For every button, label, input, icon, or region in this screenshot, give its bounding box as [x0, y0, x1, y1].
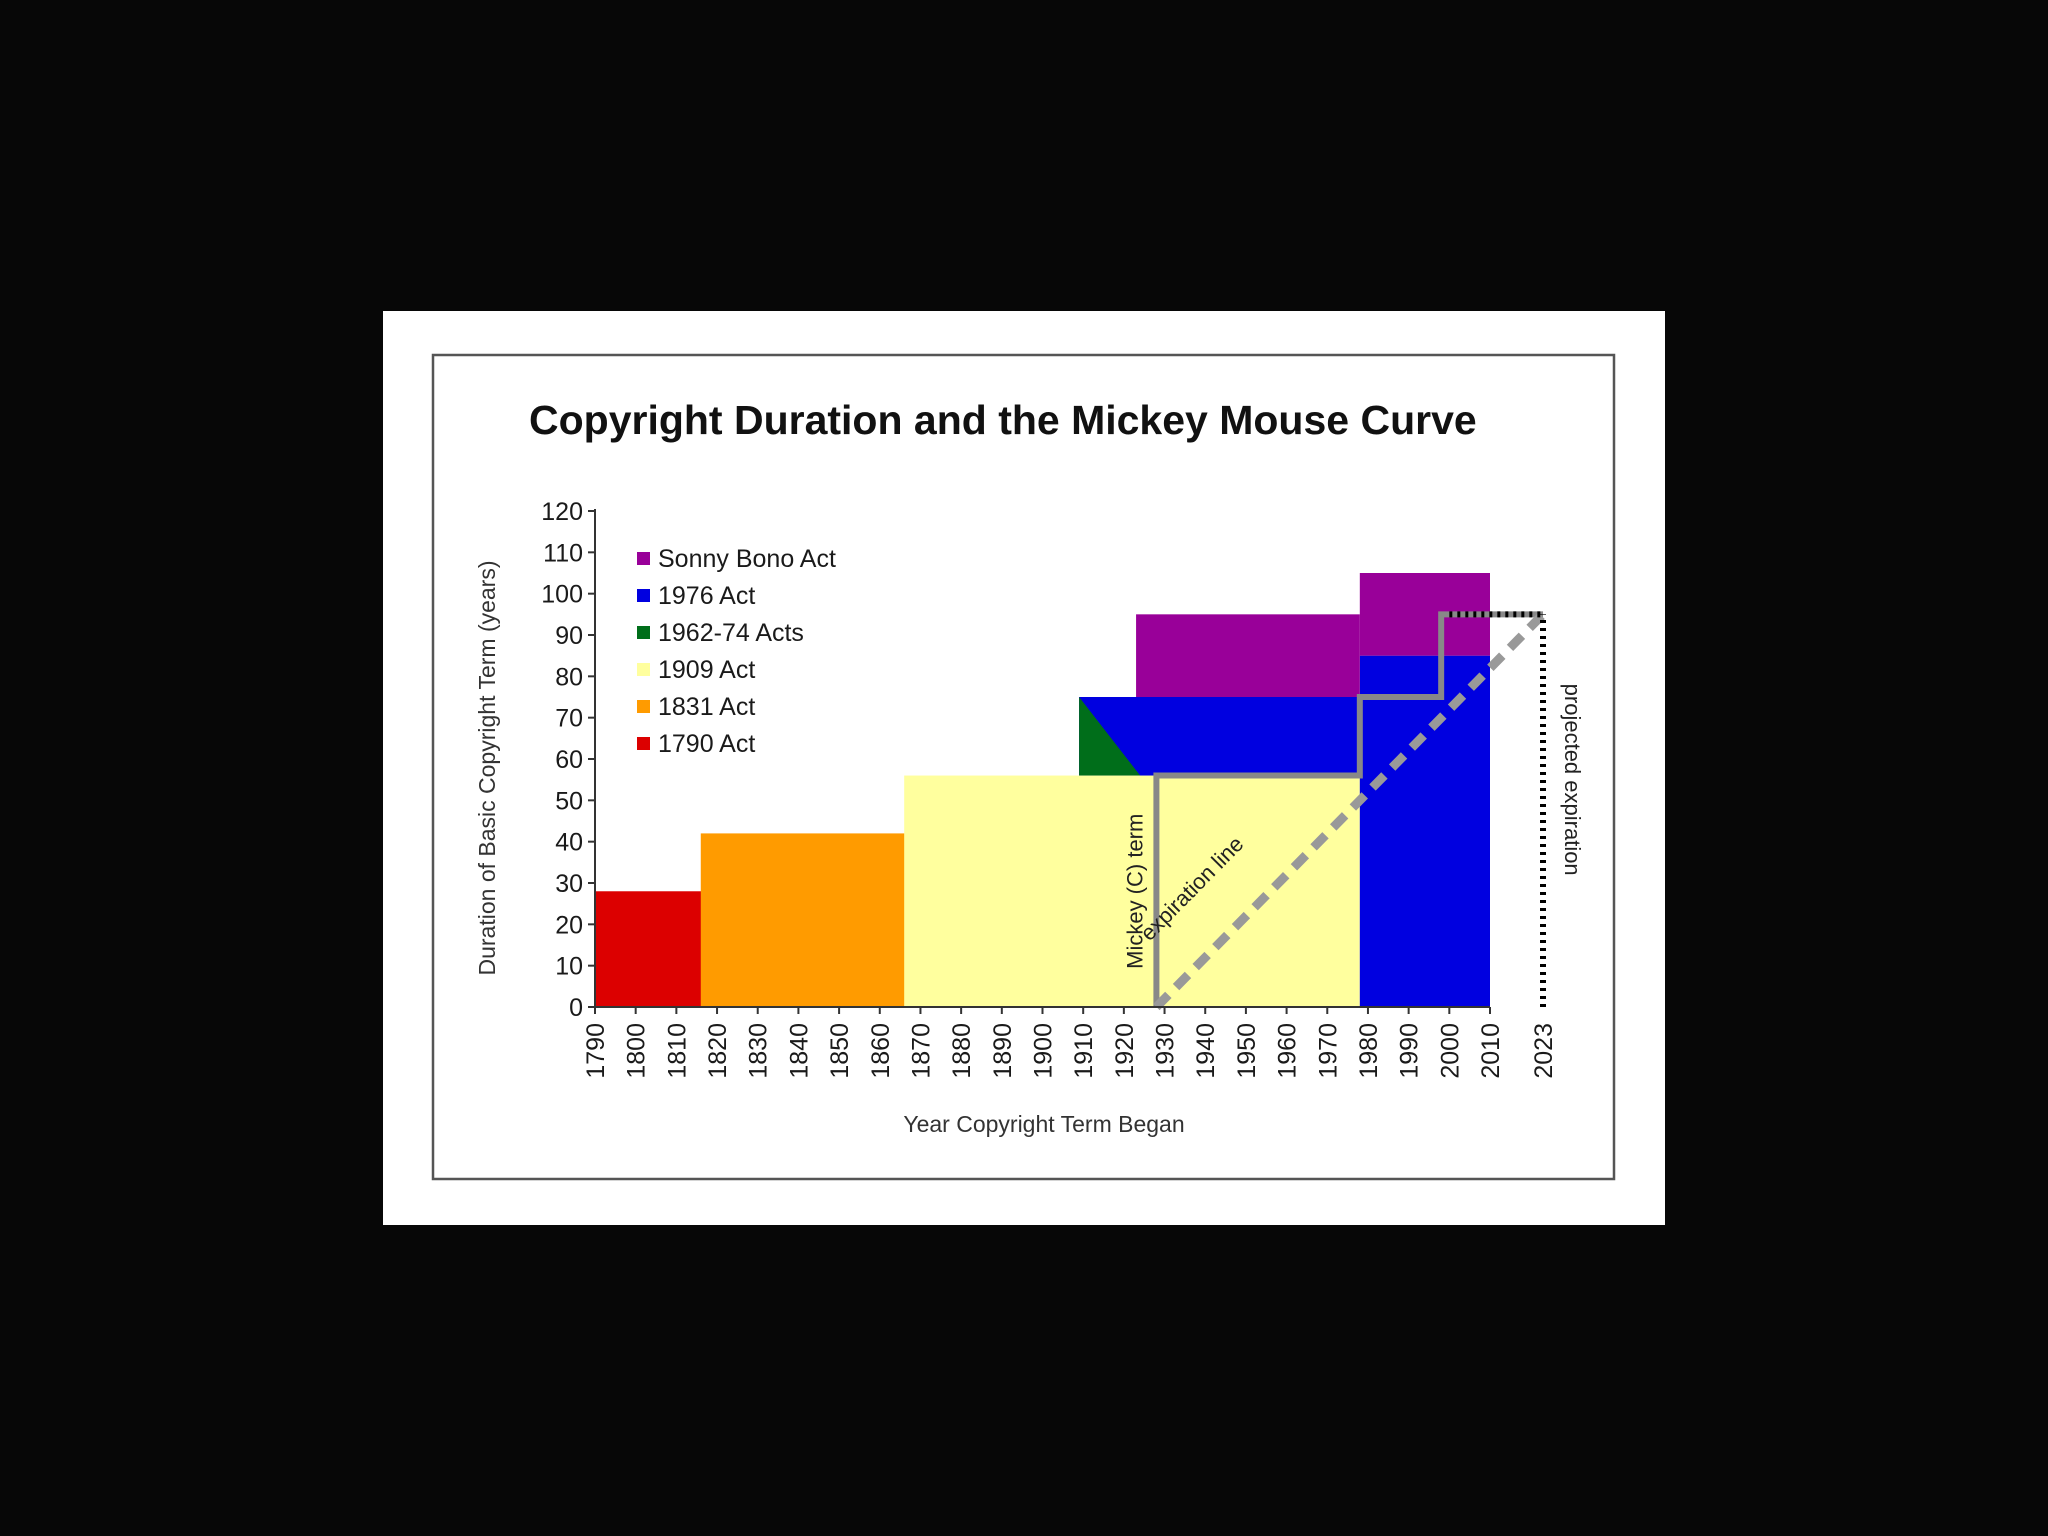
- y-tick-label-40: 40: [555, 829, 583, 857]
- legend-swatch-1790-act: [637, 737, 650, 750]
- x-tick-label-1930: 1930: [1152, 1023, 1180, 1079]
- x-tick-label-2023: 2023: [1530, 1023, 1558, 1079]
- x-tick-label-1870: 1870: [907, 1023, 935, 1079]
- y-tick-label-100: 100: [541, 581, 583, 609]
- x-tick-label-1950: 1950: [1233, 1023, 1261, 1079]
- y-tick-label-110: 110: [543, 539, 583, 567]
- x-tick-label-2010: 2010: [1477, 1023, 1505, 1079]
- x-tick-label-1910: 1910: [1070, 1023, 1098, 1079]
- x-tick-label-1820: 1820: [704, 1023, 732, 1079]
- legend-label-1962-74-acts: 1962-74 Acts: [658, 619, 804, 647]
- plot-regions: [595, 573, 1490, 1007]
- y-tick-label-20: 20: [555, 911, 583, 939]
- region-1962-74-acts-top: [1079, 697, 1141, 776]
- legend-label-1976-act: 1976 Act: [658, 582, 755, 610]
- region-1909-act-0: [904, 775, 1360, 1007]
- x-tick-label-1900: 1900: [1030, 1023, 1058, 1079]
- legend-label-sonny-bono-act: Sonny Bono Act: [658, 545, 836, 573]
- x-tick-label-1840: 1840: [785, 1023, 813, 1079]
- y-tick-label-0: 0: [569, 994, 583, 1022]
- y-tick-label-10: 10: [555, 953, 583, 981]
- y-axis-title: Duration of Basic Copyright Term (years): [474, 561, 500, 976]
- x-tick-label-1970: 1970: [1314, 1023, 1342, 1079]
- legend-swatch-1962-74-acts: [637, 626, 650, 639]
- chart-title: Copyright Duration and the Mickey Mouse …: [529, 397, 1477, 443]
- x-tick-label-1990: 1990: [1396, 1023, 1424, 1079]
- x-tick-label-1940: 1940: [1192, 1023, 1220, 1079]
- legend-label-1790-act: 1790 Act: [658, 730, 755, 758]
- y-tick-label-70: 70: [555, 705, 583, 733]
- y-tick-label-50: 50: [555, 787, 583, 815]
- x-tick-label-2000: 2000: [1436, 1023, 1464, 1079]
- y-tick-label-30: 30: [555, 870, 583, 898]
- x-tick-label-1800: 1800: [623, 1023, 651, 1079]
- projected-expiration-annotation: projected expiration: [1560, 684, 1585, 876]
- x-tick-label-1790: 1790: [582, 1023, 610, 1079]
- x-axis-title: Year Copyright Term Began: [903, 1111, 1184, 1137]
- legend-label-1831-act: 1831 Act: [658, 693, 755, 721]
- y-tick-label-90: 90: [555, 622, 583, 650]
- mickey-term-line: [1153, 611, 1543, 1007]
- legend-swatch-1909-act: [637, 663, 650, 676]
- overlay-lines: [1153, 611, 1547, 1011]
- x-tick-label-1960: 1960: [1274, 1023, 1302, 1079]
- mickey-term-annotation: Mickey (C) term: [1122, 814, 1147, 969]
- y-tick-label-80: 80: [555, 663, 583, 691]
- y-tick-label-60: 60: [555, 746, 583, 774]
- x-tick-label-1980: 1980: [1355, 1023, 1383, 1079]
- x-tick-label-1850: 1850: [826, 1023, 854, 1079]
- legend-swatch-1976-act: [637, 589, 650, 602]
- x-tick-label-1810: 1810: [663, 1023, 691, 1079]
- region-1976-act-1: [1359, 655, 1490, 1007]
- legend-label-1909-act: 1909 Act: [658, 656, 755, 684]
- legend-swatch-sonny-bono-act: [637, 552, 650, 565]
- x-tick-label-1830: 1830: [745, 1023, 773, 1079]
- region-sonny-bono-act-0: [1136, 614, 1360, 697]
- legend: Sonny Bono Act 1976 Act 1962-74 Acts 1909 A…: [637, 545, 836, 758]
- x-tick-label-1890: 1890: [989, 1023, 1017, 1079]
- chart-frame: [431, 353, 1616, 1181]
- x-tick-label-1880: 1880: [948, 1023, 976, 1079]
- legend-swatch-1831-act: [637, 700, 650, 713]
- expiration-line: [1153, 611, 1547, 1011]
- y-tick-label-120: 120: [541, 498, 583, 526]
- x-tick-label-1920: 1920: [1111, 1023, 1139, 1079]
- axes: 0 10 20 30 40 50 60 70 80 90 100 110 120 1790 1800 1810…: [541, 498, 1558, 1079]
- x-tick-label-1860: 1860: [867, 1023, 895, 1079]
